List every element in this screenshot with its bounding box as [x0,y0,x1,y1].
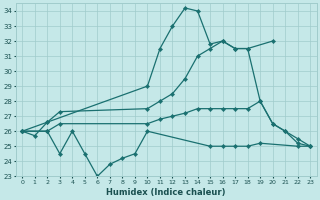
X-axis label: Humidex (Indice chaleur): Humidex (Indice chaleur) [107,188,226,197]
